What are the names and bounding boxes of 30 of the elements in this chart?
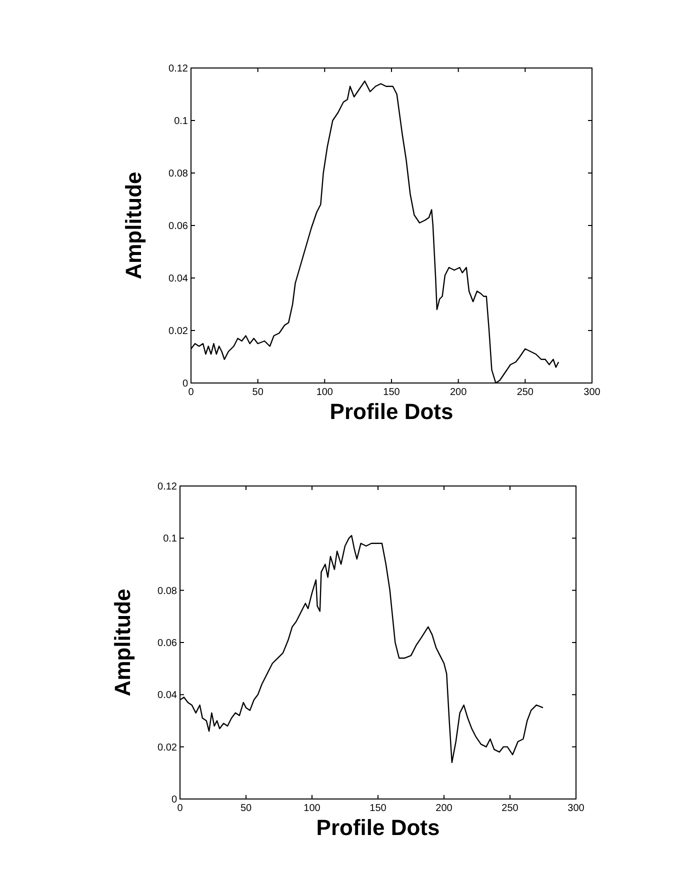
y-tick-label: 0.12 (158, 482, 178, 492)
y-tick-label: 0.1 (174, 116, 188, 127)
x-tick-label: 200 (450, 387, 468, 398)
x-tick-label: 100 (316, 387, 334, 398)
y-tick-label: 0.02 (158, 742, 178, 754)
x-tick-label: 250 (502, 803, 519, 814)
x-tick-label: 150 (370, 803, 387, 814)
x-tick-label: 300 (568, 803, 585, 814)
y-tick-label: 0.04 (158, 690, 178, 702)
y-tick-label: 0 (171, 794, 178, 806)
y-tick-label: 0.06 (168, 221, 188, 232)
y-tick-label: 0.12 (168, 64, 188, 74)
y-tick-label: 0.06 (158, 638, 178, 649)
x-axis-title: Profile Dots (330, 399, 454, 424)
x-tick-label: 50 (240, 803, 252, 814)
x-tick-label: 150 (383, 387, 400, 398)
y-tick-label: 0.08 (168, 168, 188, 180)
y-axis-title: Amplitude (121, 172, 146, 280)
y-axis-title: Amplitude (110, 588, 135, 696)
y-tick-label: 0 (182, 378, 188, 390)
x-axis-title: Profile Dots (316, 815, 440, 840)
x-tick-label: 50 (252, 387, 264, 398)
x-tick-label: 100 (304, 803, 321, 814)
y-tick-label: 0.08 (158, 586, 178, 597)
x-tick-label: 300 (584, 387, 601, 398)
y-tick-label: 0.02 (168, 326, 188, 337)
x-tick-label: 200 (436, 803, 453, 814)
y-tick-label: 0.1 (163, 534, 178, 545)
y-tick-label: 0.04 (168, 274, 188, 284)
x-tick-label: 250 (516, 387, 534, 398)
